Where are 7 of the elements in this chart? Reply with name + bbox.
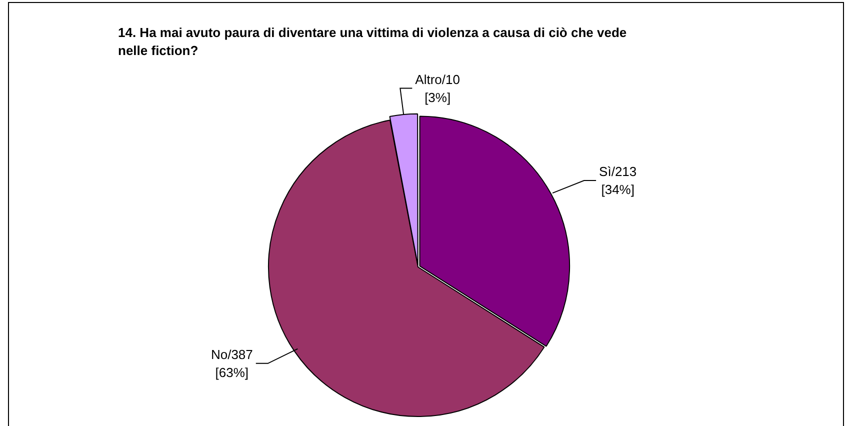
chart-title: 14. Ha mai avuto paura di diventare una vittima di violenza a causa di ciò che vede nelle fiction? — [118, 24, 628, 60]
slice-label: No/387 — [210, 346, 253, 362]
slice-label: Altro/10 — [415, 72, 460, 87]
data-label: [3%] — [424, 90, 451, 105]
data-label: [63%] — [215, 364, 249, 380]
data-label: [34%] — [601, 182, 634, 198]
slice-label: Sì/213 — [599, 164, 637, 180]
